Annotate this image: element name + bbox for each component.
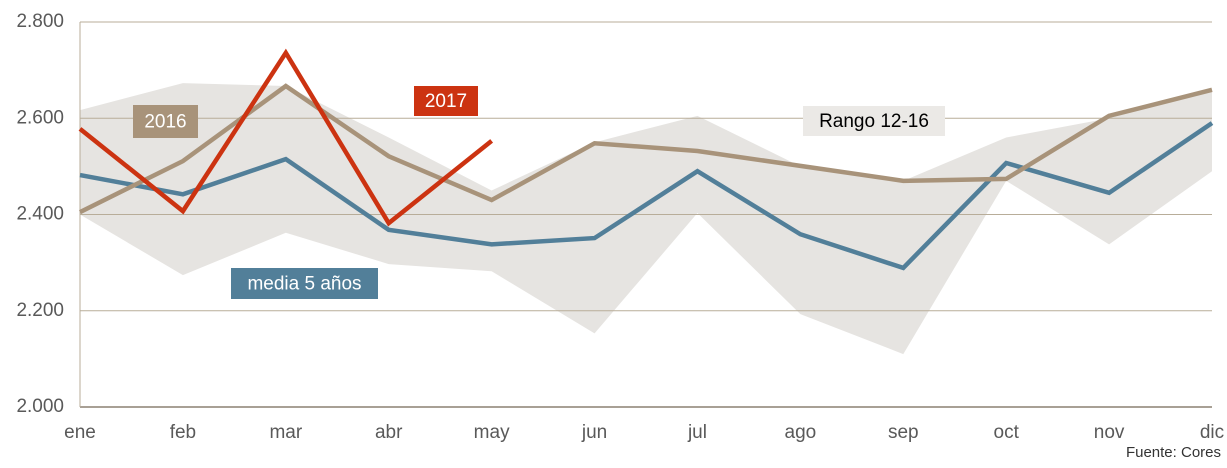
y-tick-label: 2.000	[16, 396, 64, 417]
legend-label: 2016	[144, 112, 186, 133]
x-tick-label: nov	[1094, 422, 1125, 443]
y-tick-label: 2.400	[16, 204, 64, 225]
legend-label: media 5 años	[247, 274, 361, 295]
x-tick-label: jul	[687, 422, 707, 443]
x-tick-label: jun	[581, 422, 607, 443]
source: Fuente: Cores	[1126, 444, 1221, 461]
x-tick-label: ene	[64, 422, 96, 443]
series-line	[79, 83, 1213, 215]
legend-label: 2017	[425, 91, 467, 112]
label-box	[803, 106, 945, 136]
y-tick-label: 2.800	[16, 11, 64, 32]
y-tick-label: 2.200	[16, 300, 64, 321]
series-line	[78, 48, 494, 227]
x-tick-label: dic	[1200, 422, 1224, 443]
legend-label: Rango 12-16	[819, 111, 929, 132]
label-box	[231, 268, 378, 299]
label-box	[414, 86, 478, 116]
y-tick-label: 2.600	[16, 107, 64, 128]
x-tick-label: oct	[994, 422, 1020, 443]
x-tick-label: ago	[785, 422, 817, 443]
x-tick-label: may	[474, 422, 510, 443]
x-tick-label: feb	[170, 422, 196, 443]
x-tick-label: mar	[269, 422, 302, 443]
range-band	[80, 83, 1212, 355]
x-tick-label: sep	[888, 422, 919, 443]
label-box	[133, 105, 198, 138]
x-tick-label: abr	[375, 422, 403, 443]
